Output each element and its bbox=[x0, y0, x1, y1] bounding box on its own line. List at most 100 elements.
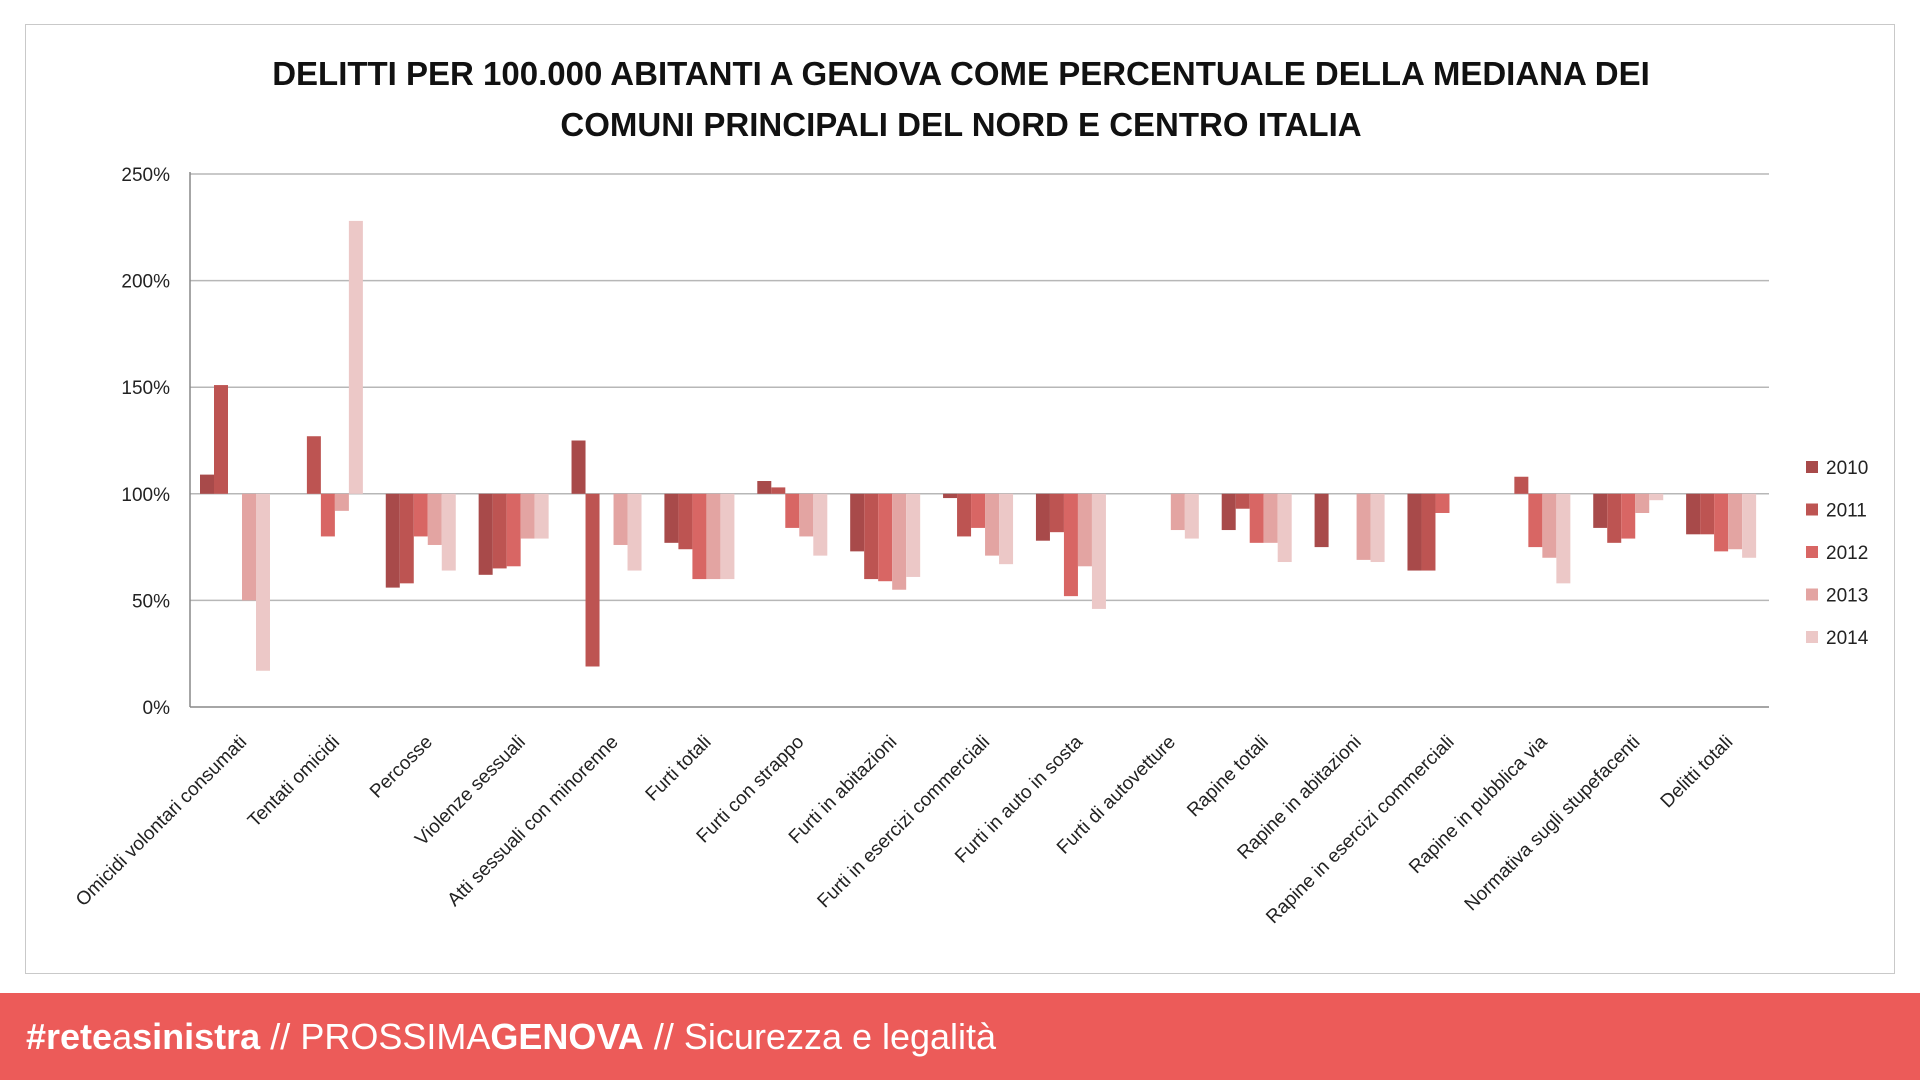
bar-2012 bbox=[1621, 493, 1636, 539]
x-category-label: Delitti totali bbox=[1657, 732, 1738, 813]
x-category-label: Rapine in esercizi commerciali bbox=[1262, 732, 1458, 928]
bar-2013 bbox=[613, 493, 628, 545]
footer-subtitle: Sicurezza e legalità bbox=[683, 1015, 997, 1057]
bar-2011 bbox=[771, 487, 786, 494]
x-category-label: Normativa sugli stupefacenti bbox=[1461, 732, 1645, 916]
y-tick-label: 150% bbox=[121, 378, 170, 399]
bar-2014 bbox=[534, 493, 549, 539]
bar-2011 bbox=[1700, 493, 1715, 535]
bar-2013 bbox=[1635, 493, 1650, 513]
y-tick-label: 0% bbox=[143, 698, 171, 719]
bar-2012 bbox=[320, 493, 335, 537]
x-category-label: Omicidi volontari consumati bbox=[72, 732, 251, 911]
bar-2013 bbox=[334, 493, 349, 511]
bar-2014 bbox=[1091, 493, 1106, 609]
bar-2012 bbox=[971, 493, 986, 528]
y-tick-label: 200% bbox=[121, 272, 170, 293]
bar-2014 bbox=[906, 493, 921, 577]
bar-2010 bbox=[478, 493, 493, 575]
bar-2014 bbox=[441, 493, 456, 571]
footer-separator: // bbox=[270, 1015, 291, 1057]
x-category-label: Atti sessuali con minorenne bbox=[444, 732, 623, 911]
bar-2013 bbox=[427, 493, 442, 545]
bar-2010 bbox=[1407, 493, 1422, 571]
bar-2011 bbox=[678, 493, 693, 550]
bar-2010 bbox=[850, 493, 865, 552]
bar-2014 bbox=[813, 493, 828, 556]
bar-2012 bbox=[506, 493, 521, 567]
bar-2013 bbox=[1077, 493, 1092, 567]
bar-2012 bbox=[413, 493, 428, 537]
legend-label: 2012 bbox=[1826, 543, 1868, 564]
bar-2011 bbox=[399, 493, 414, 584]
footer-hashtag-rete: #rete bbox=[26, 1015, 113, 1057]
footer-hashtag-sinistra: sinistra bbox=[132, 1015, 261, 1057]
bar-2010 bbox=[200, 474, 214, 494]
bar-2012 bbox=[1435, 493, 1450, 513]
bar-2013 bbox=[1356, 493, 1371, 560]
bar-2012 bbox=[1528, 493, 1543, 548]
bar-2010 bbox=[664, 493, 679, 543]
bar-2014 bbox=[1556, 493, 1571, 584]
bar-2013 bbox=[799, 493, 814, 537]
bar-2012 bbox=[1063, 493, 1078, 597]
legend-swatch-2010 bbox=[1806, 461, 1818, 473]
bar-2013 bbox=[1263, 493, 1278, 543]
bar-2013 bbox=[985, 493, 1000, 556]
y-tick-label: 250% bbox=[121, 165, 170, 186]
bar-2011 bbox=[1049, 493, 1064, 533]
legend-swatch-2012 bbox=[1806, 546, 1818, 558]
footer-bar: #rete a sinistra // PROSSIMA GENOVA // Sicu… bbox=[0, 993, 1920, 1080]
chart-svg: DELITTI PER 100.000 ABITANTI A GENOVA CO… bbox=[72, 55, 1869, 928]
bar-2011 bbox=[864, 493, 879, 580]
footer-separator: // bbox=[653, 1015, 674, 1057]
legend-label: 2014 bbox=[1826, 628, 1869, 649]
bar-2011 bbox=[585, 493, 600, 667]
bar-2011 bbox=[1514, 476, 1529, 494]
chart-title: COMUNI PRINCIPALI DEL NORD E CENTRO ITAL… bbox=[560, 106, 1361, 143]
bar-2010 bbox=[943, 493, 958, 499]
bar-2012 bbox=[692, 493, 707, 580]
bar-2010 bbox=[757, 481, 772, 494]
bar-2014 bbox=[1370, 493, 1385, 563]
bar-2010 bbox=[1221, 493, 1236, 531]
bar-2014 bbox=[999, 493, 1014, 565]
bar-2010 bbox=[385, 493, 400, 588]
legend-label: 2010 bbox=[1826, 458, 1868, 479]
bar-2010 bbox=[1593, 493, 1608, 528]
x-category-label: Percosse bbox=[366, 732, 437, 803]
y-tick-label: 100% bbox=[121, 485, 170, 506]
bar-2014 bbox=[1649, 493, 1664, 501]
bar-2014 bbox=[720, 493, 735, 580]
legend-swatch-2014 bbox=[1806, 631, 1818, 643]
bar-2011 bbox=[1235, 493, 1250, 509]
bar-2011 bbox=[1607, 493, 1622, 543]
bar-2014 bbox=[1277, 493, 1292, 563]
x-category-label: Tentati omicidi bbox=[244, 732, 344, 832]
bar-2010 bbox=[1035, 493, 1050, 541]
x-category-label: Furti in esercizi commerciali bbox=[814, 732, 995, 913]
bar-2014 bbox=[1184, 493, 1199, 539]
bar-2011 bbox=[1421, 493, 1436, 571]
bar-2010 bbox=[571, 440, 586, 494]
bar-2012 bbox=[878, 493, 893, 582]
bar-2010 bbox=[1314, 493, 1329, 548]
legend-swatch-2013 bbox=[1806, 588, 1818, 601]
x-category-label: Rapine totali bbox=[1183, 732, 1273, 822]
x-category-label: Furti totali bbox=[642, 732, 716, 806]
chart-title: DELITTI PER 100.000 ABITANTI A GENOVA CO… bbox=[272, 55, 1650, 92]
bar-2012 bbox=[785, 493, 800, 528]
footer-genova: GENOVA bbox=[490, 1015, 644, 1057]
chart-frame: DELITTI PER 100.000 ABITANTI A GENOVA CO… bbox=[25, 24, 1895, 974]
legend-label: 2011 bbox=[1826, 501, 1867, 522]
bar-2014 bbox=[256, 493, 270, 671]
bar-2012 bbox=[1249, 493, 1264, 543]
bar-2011 bbox=[214, 385, 228, 494]
legend-swatch-2011 bbox=[1806, 503, 1818, 516]
bar-2013 bbox=[1728, 493, 1743, 550]
bar-2011 bbox=[306, 436, 321, 494]
footer-hashtag-a: a bbox=[112, 1015, 133, 1057]
bar-2014 bbox=[1742, 493, 1757, 558]
legend-label: 2013 bbox=[1826, 586, 1868, 607]
y-tick-label: 50% bbox=[132, 591, 170, 612]
